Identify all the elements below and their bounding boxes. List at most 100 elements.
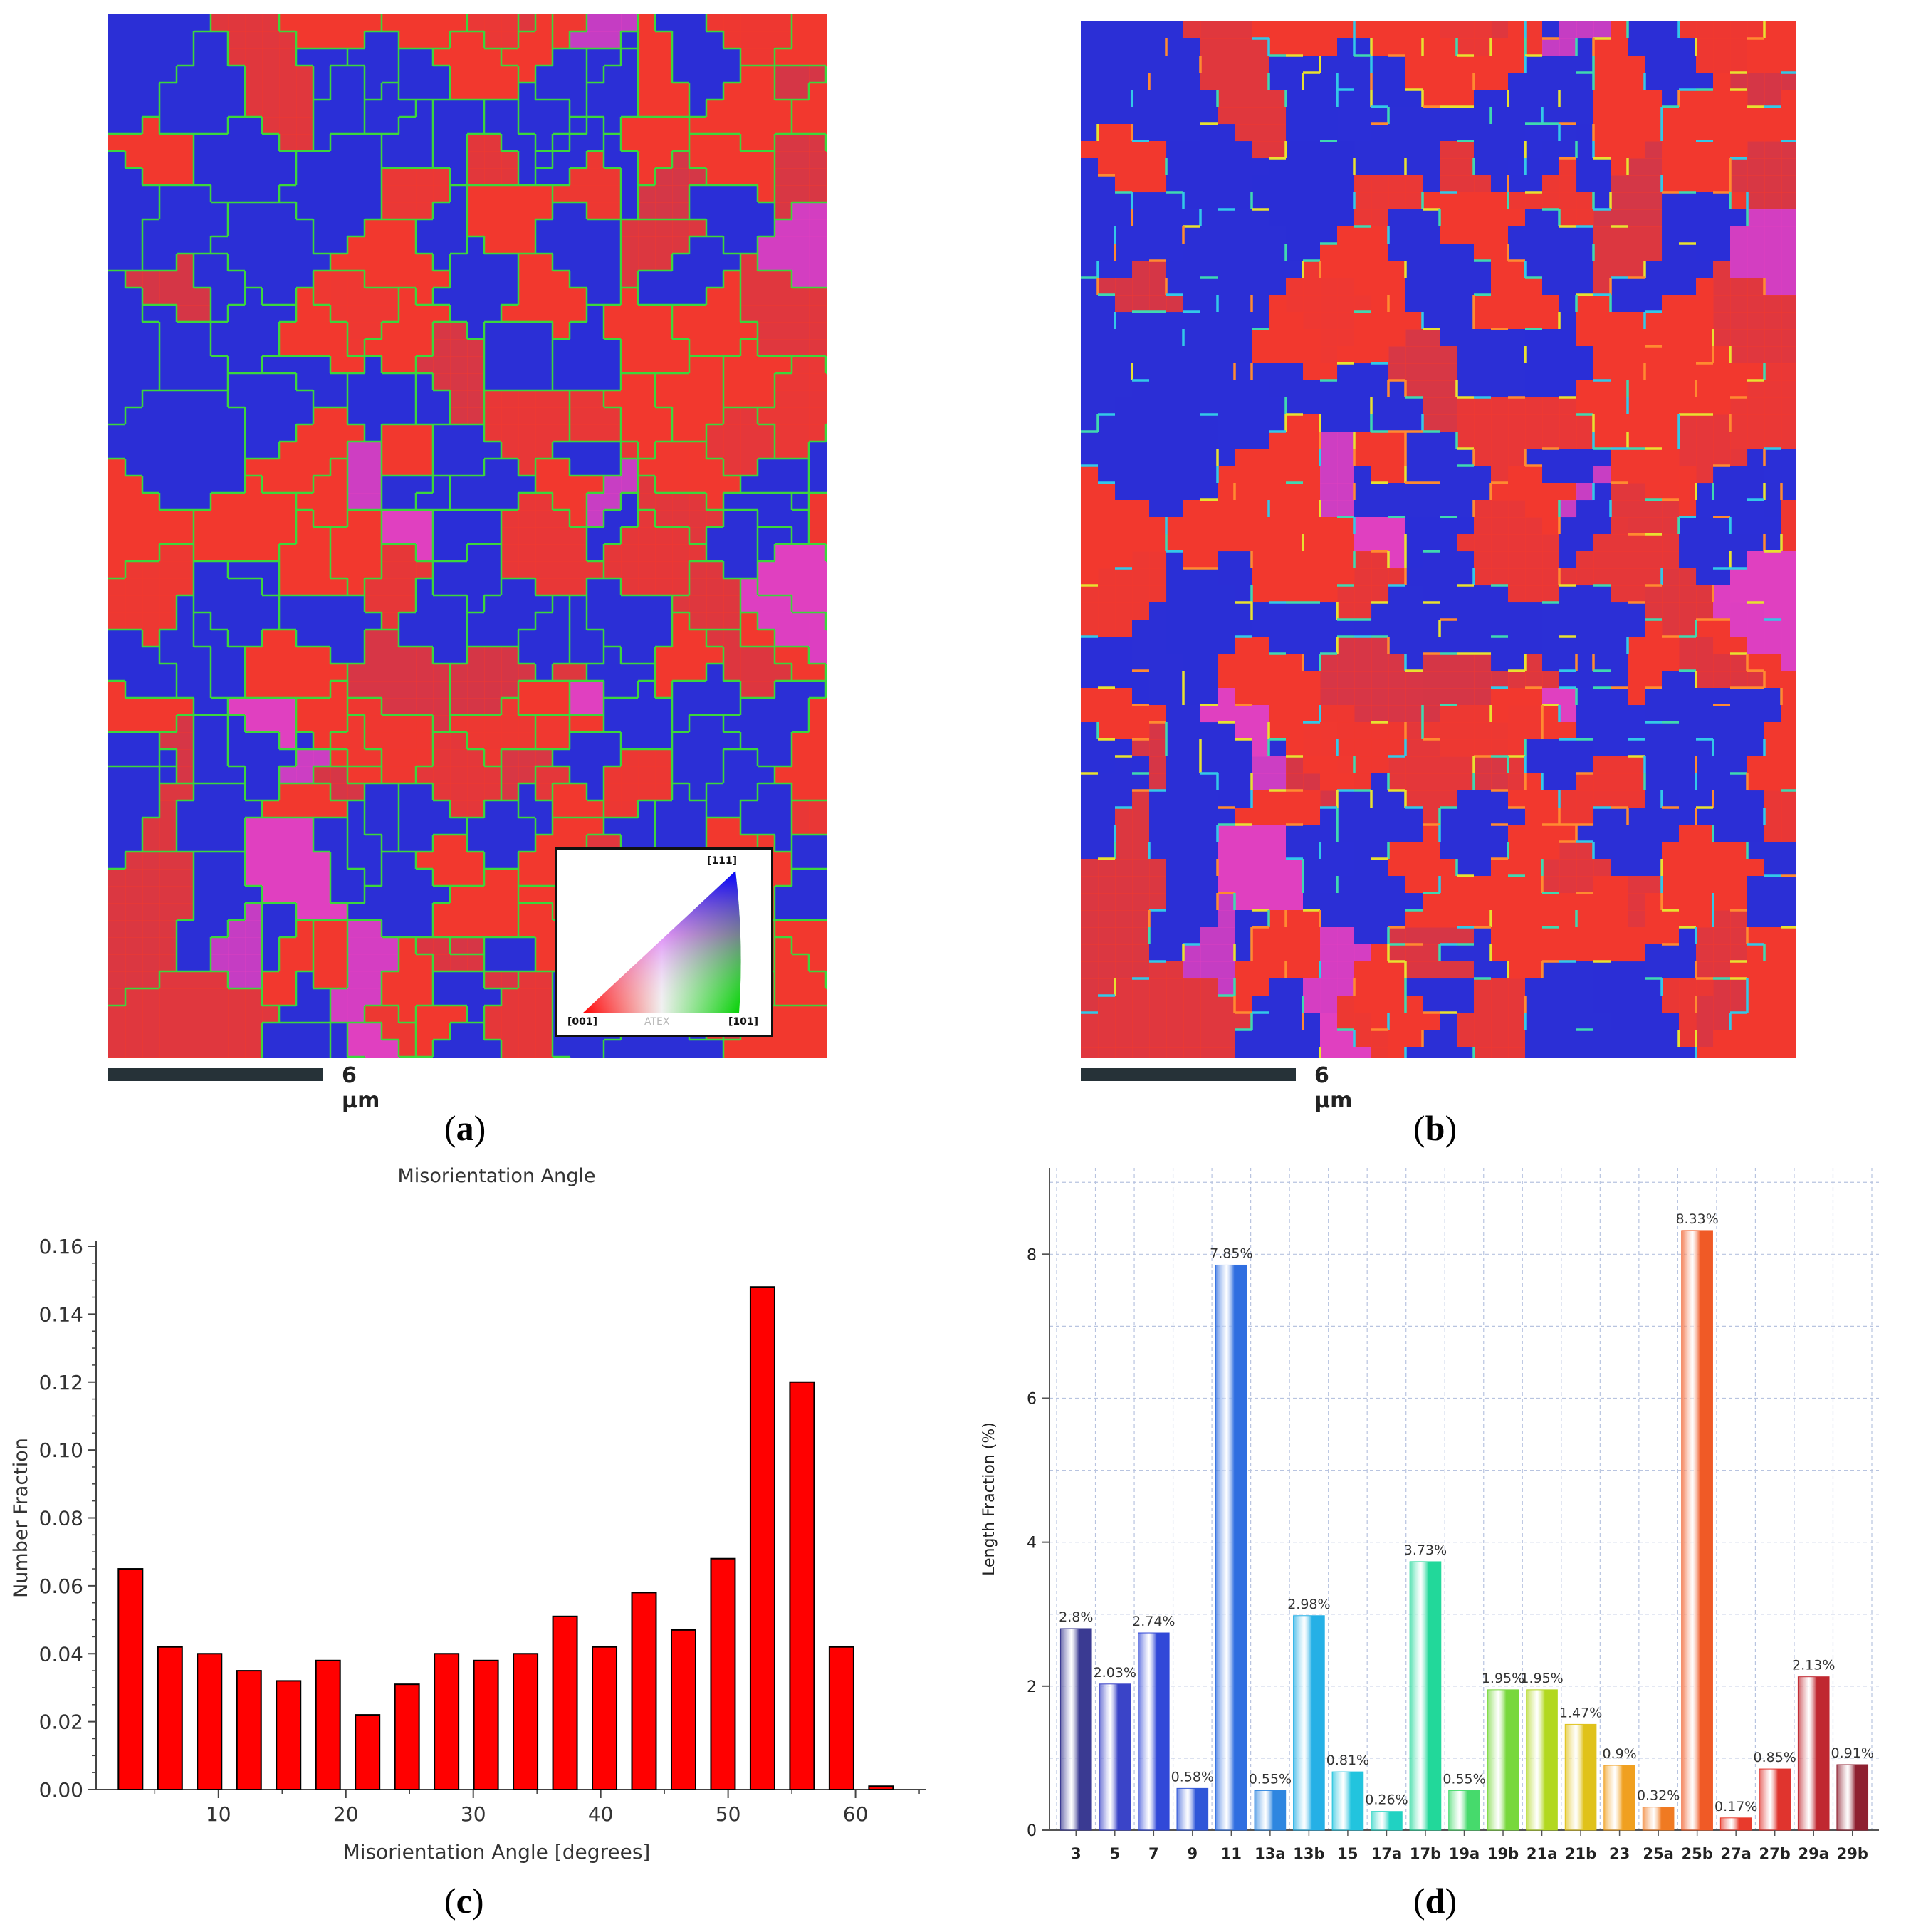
grain-cell <box>177 612 194 630</box>
grain-cell <box>1457 21 1475 39</box>
grain-cell <box>279 971 297 989</box>
grain-cell <box>1081 158 1099 176</box>
grain-cell <box>535 185 553 203</box>
grain-cell <box>1645 209 1663 227</box>
grain-cell <box>638 151 656 169</box>
grain-cell <box>553 510 570 528</box>
grain-cell <box>1200 107 1218 125</box>
grain-cell <box>262 920 280 938</box>
grain-cell <box>1542 107 1560 125</box>
grain-cell <box>1781 107 1796 125</box>
grain-cell <box>706 66 724 83</box>
grain-cell <box>621 219 639 237</box>
grain-cell <box>604 202 622 220</box>
grain-cell <box>1337 124 1355 142</box>
grain-cell <box>433 664 451 682</box>
grain-cell <box>1491 38 1509 56</box>
grain-cell <box>570 630 587 647</box>
grain-cell <box>416 732 434 750</box>
grain-cell <box>467 715 485 733</box>
grain-cell <box>450 254 468 271</box>
grain-cell <box>723 185 741 203</box>
grain-cell <box>177 1006 194 1023</box>
grain-cell <box>211 442 229 459</box>
grain-cell <box>142 681 160 699</box>
grain-cell <box>365 886 382 904</box>
grain-cell <box>211 31 229 49</box>
grain-cell <box>723 442 741 459</box>
grain-cell <box>587 493 604 511</box>
grain-cell <box>245 749 263 767</box>
grain-cell <box>672 134 690 152</box>
grain-cell <box>159 783 177 801</box>
grain-cell <box>1337 73 1355 90</box>
grain-cell <box>535 988 553 1006</box>
grain-cell <box>1525 226 1543 244</box>
grain-cell <box>604 527 622 545</box>
grain-cell <box>570 168 587 186</box>
grain-cell <box>194 219 211 237</box>
grain-cell <box>450 988 468 1006</box>
grain-cell <box>792 749 810 767</box>
grain-cell <box>484 117 502 135</box>
grain-cell <box>655 48 673 66</box>
grain-cell <box>518 818 536 835</box>
grain-cell <box>604 578 622 596</box>
grain-cell <box>313 647 331 664</box>
grain-cell <box>1423 192 1440 210</box>
grain-cell <box>279 869 297 887</box>
grain-cell <box>706 612 724 630</box>
grain-cell <box>382 647 399 664</box>
grain-cell <box>125 527 143 545</box>
grain-cell <box>604 407 622 425</box>
grain-cell <box>1662 158 1680 176</box>
grain-cell <box>809 254 827 271</box>
grain-cell <box>792 390 810 408</box>
grain-cell <box>672 271 690 288</box>
grain-cell <box>399 117 417 135</box>
grain-cell <box>108 681 126 699</box>
grain-cell <box>587 134 604 152</box>
grain-cell <box>228 31 246 49</box>
grain-cell <box>570 407 587 425</box>
grain-cell <box>1252 56 1269 73</box>
grain-cell <box>399 732 417 750</box>
grain-cell <box>416 134 434 152</box>
grain-cell <box>1542 73 1560 90</box>
grain-cell <box>245 407 263 425</box>
grain-cell <box>228 681 246 699</box>
grain-cell <box>433 749 451 767</box>
grain-cell <box>228 527 246 545</box>
grain-cell <box>211 1006 229 1023</box>
grain-cell <box>313 322 331 340</box>
grain-cell <box>553 442 570 459</box>
grain-cell <box>792 561 810 579</box>
grain-cell <box>1337 90 1355 108</box>
grain-cell <box>1337 244 1355 261</box>
grain-cell <box>484 681 502 699</box>
grain-cell <box>262 1006 280 1023</box>
grain-cell <box>159 14 177 32</box>
grain-cell <box>313 988 331 1006</box>
grain-cell <box>177 852 194 870</box>
grain-cell <box>826 852 827 870</box>
grain-cell <box>279 134 297 152</box>
grain-cell <box>142 818 160 835</box>
grain-cell <box>279 202 297 220</box>
grain-cell <box>1388 124 1406 142</box>
grain-cell <box>125 681 143 699</box>
grain-cell <box>501 510 519 528</box>
grain-cell <box>433 681 451 699</box>
grain-cell <box>621 373 639 391</box>
grain-cell <box>347 1040 365 1058</box>
grain-cell <box>159 151 177 169</box>
grain-cell <box>570 459 587 476</box>
grain-cell <box>1457 226 1475 244</box>
grain-cell <box>211 869 229 887</box>
grain-cell <box>365 407 382 425</box>
grain-cell <box>245 288 263 306</box>
grain-cell <box>809 14 827 32</box>
grain-cell <box>211 732 229 750</box>
grain-cell <box>279 83 297 100</box>
grain-cell <box>758 1057 775 1058</box>
